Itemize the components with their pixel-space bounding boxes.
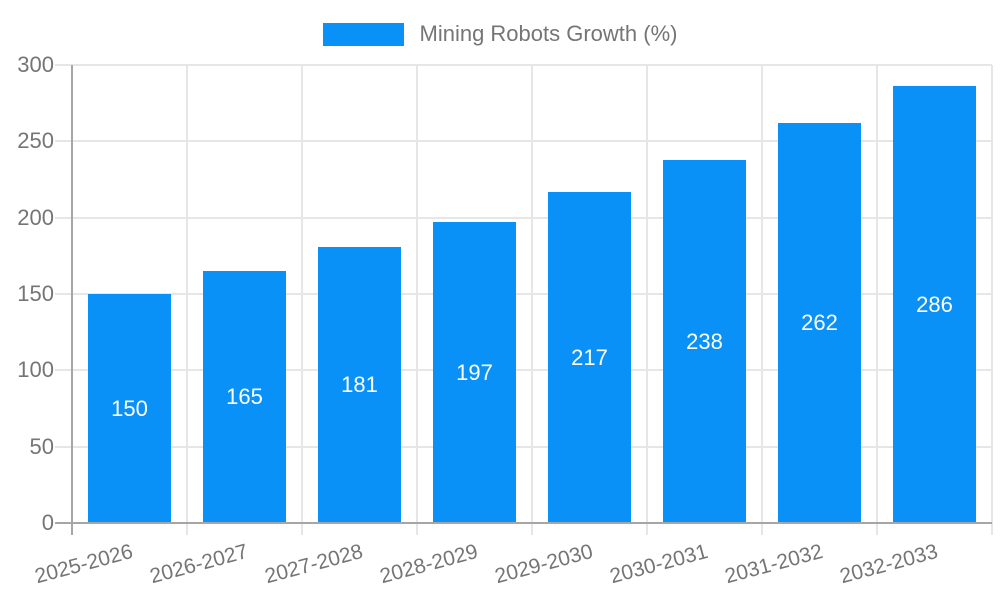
bar-value-label-2025-2026: 150 xyxy=(111,395,148,421)
bar-2026-2027: 165 xyxy=(203,271,286,523)
bar-2027-2028: 181 xyxy=(318,247,401,523)
bar-value-label-2031-2032: 262 xyxy=(801,310,838,335)
gridline-y-300 xyxy=(55,64,992,66)
y-axis-line xyxy=(71,65,73,535)
y-tick-label-250: 250 xyxy=(17,128,54,153)
y-tick-label-0: 0 xyxy=(41,510,54,535)
x-tick-label-2031-2032: 2031-2032 xyxy=(722,540,826,589)
gridline-y-50 xyxy=(55,446,992,448)
bar-2025-2026: 150 xyxy=(88,294,171,523)
gridline-y-100 xyxy=(55,369,992,371)
x-axis-baseline xyxy=(55,522,992,524)
legend-series-label: Mining Robots Growth (%) xyxy=(419,21,678,46)
gridline-x-boundary-8 xyxy=(991,65,993,535)
bar-value-label-2028-2029: 197 xyxy=(456,359,493,385)
legend-color-swatch xyxy=(322,22,404,46)
x-tick-label-2026-2027: 2026-2027 xyxy=(147,540,251,589)
x-tick-label-2030-2031: 2030-2031 xyxy=(607,540,711,589)
gridline-y-250 xyxy=(55,140,992,142)
gridline-x-boundary-2 xyxy=(301,65,303,535)
bar-2030-2031: 238 xyxy=(663,160,746,523)
gridline-x-boundary-3 xyxy=(416,65,418,535)
bar-value-label-2026-2027: 165 xyxy=(226,384,263,409)
y-tick-label-150: 150 xyxy=(17,281,54,306)
x-tick-label-2032-2033: 2032-2033 xyxy=(837,540,941,589)
y-tick-label-300: 300 xyxy=(17,52,54,77)
bar-value-label-2030-2031: 238 xyxy=(686,328,723,354)
y-tick-label-100: 100 xyxy=(17,357,54,382)
plot-area: 150 165 181 197 217 238 262 286 xyxy=(55,64,993,535)
bar-value-label-2032-2033: 286 xyxy=(916,291,953,317)
x-tick-label-2029-2030: 2029-2030 xyxy=(492,540,596,589)
gridline-y-150 xyxy=(55,293,992,295)
legend-item-mining-robots-growth[interactable]: Mining Robots Growth (%) xyxy=(322,21,678,47)
bar-2029-2030: 217 xyxy=(548,192,631,523)
y-tick-label-200: 200 xyxy=(17,205,54,230)
bar-value-label-2029-2030: 217 xyxy=(571,344,608,370)
bar-2031-2032: 262 xyxy=(778,123,861,523)
gridline-x-boundary-1 xyxy=(186,65,188,535)
gridline-x-boundary-5 xyxy=(646,65,648,535)
y-tick-label-50: 50 xyxy=(29,434,54,459)
gridline-x-boundary-6 xyxy=(761,65,763,535)
chart-legend: Mining Robots Growth (%) xyxy=(0,14,1000,54)
gridline-x-boundary-7 xyxy=(876,65,878,535)
gridline-x-boundary-4 xyxy=(531,65,533,535)
bar-2028-2029: 197 xyxy=(433,222,516,523)
bar-2032-2033: 286 xyxy=(893,86,976,523)
bar-value-label-2027-2028: 181 xyxy=(341,372,378,397)
x-tick-label-2025-2026: 2025-2026 xyxy=(32,540,136,589)
gridline-y-200 xyxy=(55,217,992,219)
x-tick-label-2027-2028: 2027-2028 xyxy=(262,540,366,589)
x-tick-label-2028-2029: 2028-2029 xyxy=(377,540,481,589)
